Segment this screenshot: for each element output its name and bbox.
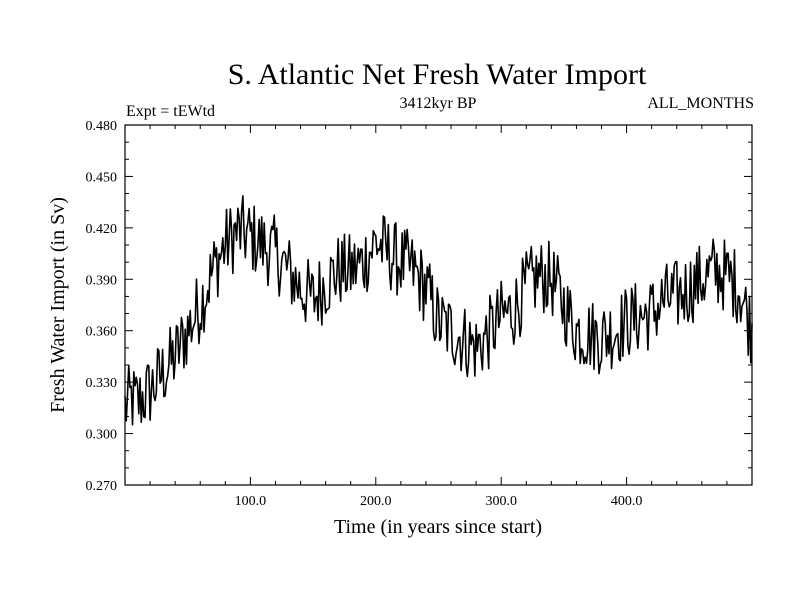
subtitle-right: ALL_MONTHS: [647, 95, 754, 112]
x-tick-label: 400.0: [611, 494, 643, 509]
y-axis-label: Fresh Water Import (in Sv): [47, 197, 69, 413]
plot-frame: [124, 124, 753, 486]
subtitle-left: Expt = tEWtd: [126, 103, 215, 120]
subtitle-center: 3412kyr BP: [400, 95, 477, 112]
y-tick-label: 0.390: [86, 273, 118, 288]
y-tick-label: 0.300: [86, 428, 118, 443]
x-axis-label: Time (in years since start): [334, 516, 542, 538]
y-tick-label: 0.450: [86, 170, 118, 185]
y-tick-label: 0.330: [86, 376, 118, 391]
x-tick-label: 300.0: [485, 494, 517, 509]
y-tick-label: 0.360: [86, 325, 118, 340]
x-tick-label: 200.0: [360, 494, 392, 509]
x-axis: 100.0 200.0 300.0 400.0: [149, 125, 728, 509]
y-axis: 0.270 0.300 0.330 0.360 0.390 0.420 0.450 0.480: [86, 119, 752, 494]
y-tick-label: 0.420: [86, 222, 118, 237]
chart-title: S. Atlantic Net Fresh Water Import: [228, 58, 647, 91]
x-tick-label: 100.0: [235, 494, 267, 509]
y-tick-label: 0.480: [86, 119, 118, 134]
y-tick-label: 0.270: [86, 479, 118, 494]
series-group: [124, 195, 753, 426]
series-line: [124, 195, 753, 426]
